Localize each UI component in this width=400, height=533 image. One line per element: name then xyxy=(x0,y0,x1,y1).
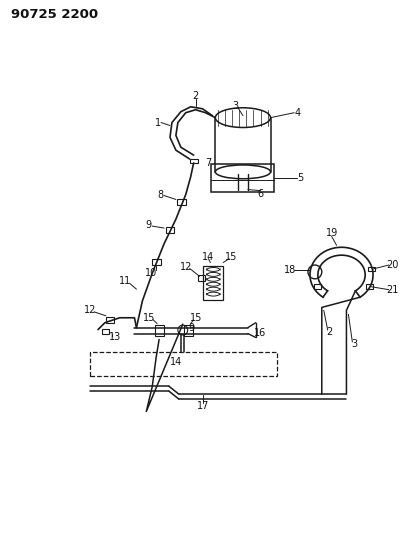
Bar xyxy=(368,266,374,271)
Bar xyxy=(314,284,321,289)
Text: 7: 7 xyxy=(205,158,212,168)
Text: 8: 8 xyxy=(157,190,163,199)
Bar xyxy=(204,265,223,300)
Text: 3: 3 xyxy=(232,101,238,111)
Text: 15: 15 xyxy=(190,313,203,323)
Bar xyxy=(106,317,114,322)
Text: 9: 9 xyxy=(145,220,151,230)
Text: 19: 19 xyxy=(326,229,338,238)
Text: 4: 4 xyxy=(294,108,300,118)
Text: 16: 16 xyxy=(254,328,266,337)
Text: 17: 17 xyxy=(197,401,210,411)
Bar xyxy=(190,158,198,164)
Text: 14: 14 xyxy=(202,252,214,262)
Bar xyxy=(211,164,274,191)
Bar xyxy=(102,329,109,334)
Text: 11: 11 xyxy=(118,276,131,286)
Bar xyxy=(90,352,278,376)
Text: 10: 10 xyxy=(145,269,157,278)
Text: 6: 6 xyxy=(258,189,264,199)
Text: 12: 12 xyxy=(180,262,192,271)
Text: 15: 15 xyxy=(225,252,237,262)
Bar xyxy=(184,325,193,336)
Text: 90725 2200: 90725 2200 xyxy=(11,8,98,21)
Bar xyxy=(166,227,174,233)
Text: 2: 2 xyxy=(326,327,333,337)
Bar xyxy=(152,259,161,264)
Bar xyxy=(366,284,372,289)
Text: 12: 12 xyxy=(84,305,96,315)
Text: 21: 21 xyxy=(386,285,399,295)
Text: 2: 2 xyxy=(192,91,199,101)
Text: 9: 9 xyxy=(188,323,195,333)
Bar xyxy=(155,325,164,336)
Text: 3: 3 xyxy=(351,339,357,349)
Text: 14: 14 xyxy=(170,357,182,367)
Text: 5: 5 xyxy=(297,173,303,183)
Text: 13: 13 xyxy=(109,333,121,343)
Text: 20: 20 xyxy=(386,260,399,270)
Bar xyxy=(177,199,186,205)
Text: 15: 15 xyxy=(143,313,156,323)
Text: 18: 18 xyxy=(284,265,296,275)
Text: 1: 1 xyxy=(155,118,161,127)
Bar xyxy=(198,276,206,281)
